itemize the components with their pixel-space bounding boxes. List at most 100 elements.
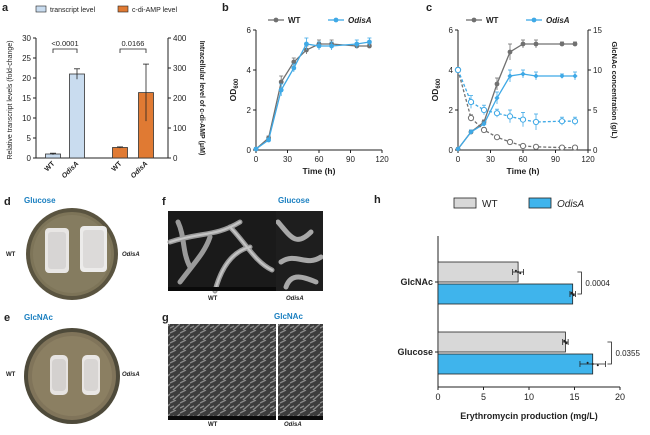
data-point [559,41,565,47]
panel-a: a 0 5 10 15 20 25 30 0 100 200 300 400 Relative tran… [0,0,210,190]
data-point [520,71,526,77]
replicate-point [519,272,522,275]
y-tick-label: 2 [247,106,252,115]
data-point [468,129,474,135]
chart-h: 0 5 10 15 20 Erythromycin production (mg/L) Gl… [397,197,640,421]
data-point [467,98,475,106]
label-wt: WT [208,422,218,428]
data-point [481,121,487,127]
legend-label: OdisA [546,16,570,25]
bar [112,147,128,159]
significance-bracket [577,271,582,295]
x-tick-label: 120 [375,155,389,164]
data-point [558,118,566,125]
significance-bracket [119,48,147,53]
legend-label: OdisA [348,16,372,25]
significance-bracket [52,48,78,53]
bar [69,73,85,159]
x-tick-label: WT [44,160,57,173]
data-point [493,134,501,141]
label-odisa: OdisA [122,372,140,378]
replicate-point [591,363,594,365]
left-tick-label: 25 [22,54,31,63]
bar [437,261,519,283]
agar-plate-photo [26,208,118,300]
legend-label: WT [486,16,499,25]
replicate-point [586,361,589,364]
panel-e: e GlcNAc WT OdisA [0,306,160,431]
panel-h: h 0 5 10 15 20 Erythromycin production (mg/L)… [334,192,650,435]
label-wt: WT [208,296,218,302]
data-point [367,39,372,45]
sem-odisa [278,324,323,420]
label-odisa: OdisA [286,296,304,302]
y-tick-label: 2 [449,106,454,115]
data-point [494,95,500,101]
panel-f-right: OdisA [276,192,323,307]
panel-label: a [2,2,9,14]
x-tick-label: 120 [581,155,595,164]
data-point [571,144,579,151]
replicate-point [565,342,568,345]
x-tick-label: 90 [551,155,560,164]
y-axis-label: OD600 [430,78,442,101]
left-tick-label: 20 [22,74,31,83]
panel-c: c 0 30 60 90 120 0 2 4 6 0 5 10 15 GlcNAc concentrati… [418,0,650,190]
legend-label: WT [482,199,498,210]
left-tick-label: 0 [27,154,32,163]
label-odisa: OdisA [284,422,302,428]
legend-label: transcript level [50,7,96,14]
data-point [572,41,578,47]
legend-swatch [117,5,129,13]
bar [437,283,574,305]
replicate-point [517,271,520,273]
legend-marker [531,17,537,23]
series-line [457,69,575,123]
bar [437,331,566,353]
y2-axis-label: GlcNAc concentration (g/L) [610,41,619,139]
y-tick-label: 6 [247,26,252,35]
panel-label: d [4,196,11,208]
y-tick-label: Glucose [397,347,433,357]
sem-images [168,324,323,420]
panel-label: c [426,2,433,14]
right-axis-label: Intracellular level of c-di-AMP (μM) [198,41,205,156]
x-tick-label: 5 [481,392,486,402]
data-point [507,73,513,79]
legend-label: c-di-AMP level [132,7,177,14]
data-point [316,43,322,49]
data-point [494,81,500,87]
y-tick-label: 0 [449,146,454,155]
x-tick-label: 90 [346,155,355,164]
data-point [266,137,271,143]
x-axis-label: Time (h) [303,166,336,176]
sem-wt [168,324,276,420]
x-tick-label: OdisA [130,160,150,180]
data-point [506,138,514,146]
right-tick-label: 300 [173,64,187,73]
significance-bracket [607,341,612,365]
panel-label: h [374,194,381,206]
data-point [480,106,488,114]
legend-swatch [453,197,477,209]
panel-label: b [222,2,229,14]
data-point [467,114,475,122]
panel-label: f [162,196,166,208]
right-tick-label: 200 [173,94,187,103]
data-point [519,142,527,150]
x-tick-label: 0 [254,155,259,164]
panel-b: b 0 30 60 90 120 0 2 4 6 Time (h) OD600 WT OdisA [218,0,408,190]
data-point [559,73,565,79]
legend-marker [333,17,339,23]
y-axis-label: OD600 [228,78,240,101]
x-tick-label: 15 [569,392,579,402]
left-tick-label: 5 [27,134,32,143]
y2-tick-label: 10 [593,66,602,75]
data-point [532,143,540,150]
y-tick-label: 6 [449,26,454,35]
data-point [454,66,462,74]
x-tick-label: 10 [524,392,534,402]
y2-tick-label: 5 [593,106,598,115]
photo-title: Glucose [24,196,56,205]
